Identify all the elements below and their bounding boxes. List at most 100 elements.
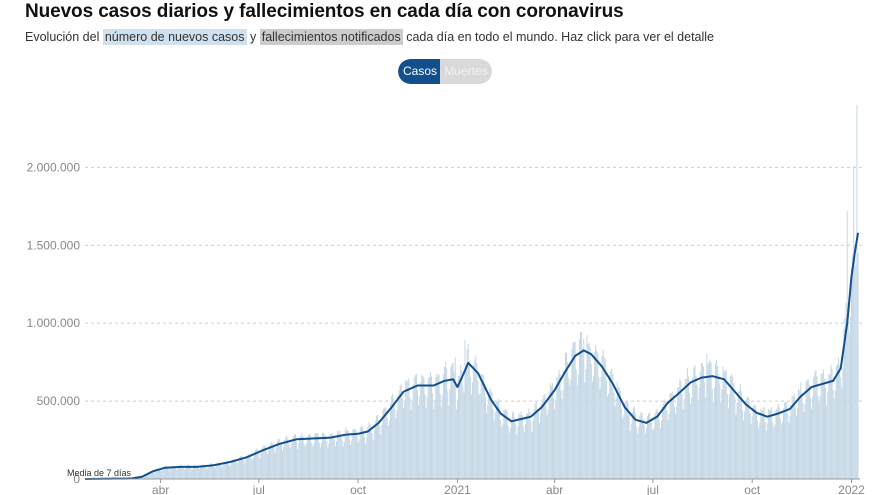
daily-bar [509,427,511,479]
daily-bar [246,456,248,479]
daily-bar [346,430,348,479]
daily-bar [520,411,522,479]
daily-bar [822,369,824,479]
daily-bar [790,405,792,479]
daily-bar [455,409,457,479]
daily-bar [499,406,501,479]
daily-bar [730,376,732,479]
daily-bar [843,328,845,479]
daily-bar [142,475,144,479]
daily-bar [615,397,617,479]
daily-bar [578,339,580,479]
daily-bar [389,403,392,479]
daily-bar [290,444,292,479]
daily-bar [353,428,355,479]
metric-toggle: Casos Muertes [398,59,492,84]
daily-bar [285,436,287,479]
daily-bar [283,446,285,479]
x-tick-label: abr [546,483,563,495]
daily-bar [657,412,659,479]
daily-bar [704,381,706,479]
daily-bar [168,469,170,479]
daily-bar [772,422,774,479]
daily-bar [544,393,546,479]
daily-bar [696,384,698,479]
daily-bar [263,444,265,479]
daily-bar [407,381,409,479]
daily-bar [284,439,286,479]
daily-bar [146,475,148,479]
daily-bar [663,402,665,479]
daily-bar [189,465,191,479]
daily-bar [225,461,227,479]
daily-bar [256,448,258,479]
daily-bar [238,456,240,479]
daily-bar [844,317,846,479]
daily-bar [818,402,820,479]
daily-bar [228,464,230,479]
daily-bar [750,423,752,479]
daily-bar [678,387,680,479]
daily-bar [562,389,564,479]
daily-bar [359,427,361,479]
daily-bar [692,377,694,479]
daily-bar [485,397,487,479]
daily-bar [762,408,764,479]
daily-bar [654,413,656,479]
daily-bar [364,437,366,479]
daily-bar [538,422,541,479]
daily-bar [198,469,200,479]
daily-bar [801,393,803,479]
daily-bar [220,465,222,479]
daily-bar [229,465,231,479]
daily-bar [380,434,382,479]
daily-bar [183,469,185,479]
daily-bar [250,458,252,479]
daily-bar [223,462,225,479]
daily-bar [665,401,667,479]
cases-toggle-button[interactable]: Casos [398,59,440,84]
daily-bar [435,377,437,479]
daily-bar [221,467,223,479]
daily-bar [807,379,809,479]
daily-bar [280,444,282,479]
daily-bar [857,252,859,479]
daily-bar [671,391,673,479]
daily-bar [360,425,362,479]
daily-bar [149,471,151,479]
daily-bar [717,366,719,479]
daily-bar [443,367,445,479]
daily-bar [148,472,150,479]
subtitle-deaths-highlight: fallecimientos notificados [259,29,403,45]
daily-bar [449,388,451,479]
daily-bar [300,435,302,479]
daily-bar [493,420,495,479]
daily-bar [311,442,313,479]
daily-bar [559,374,561,479]
daily-bar [856,105,858,479]
x-tick-label: oct [350,483,367,495]
daily-bar [414,375,416,479]
daily-bar [584,382,586,479]
daily-bar [614,406,616,479]
daily-bar [339,430,341,479]
daily-bar [739,383,741,479]
daily-bar [606,396,609,479]
daily-bar [545,406,547,479]
deaths-toggle-button[interactable]: Muertes [440,59,492,84]
daily-bar [387,425,389,479]
daily-bar [792,396,794,479]
chart-title: Nuevos casos diarios y fallecimientos en… [25,1,624,22]
daily-bar [139,477,141,479]
daily-bar [398,390,400,479]
daily-bar [169,468,171,479]
daily-bar [743,420,745,479]
daily-bar [400,383,402,479]
daily-bar [595,345,597,479]
daily-bar [150,471,152,479]
daily-bar [182,467,184,479]
daily-bar [712,402,714,479]
daily-bar [476,362,478,479]
daily-bar [528,408,530,479]
daily-bar [454,357,456,479]
